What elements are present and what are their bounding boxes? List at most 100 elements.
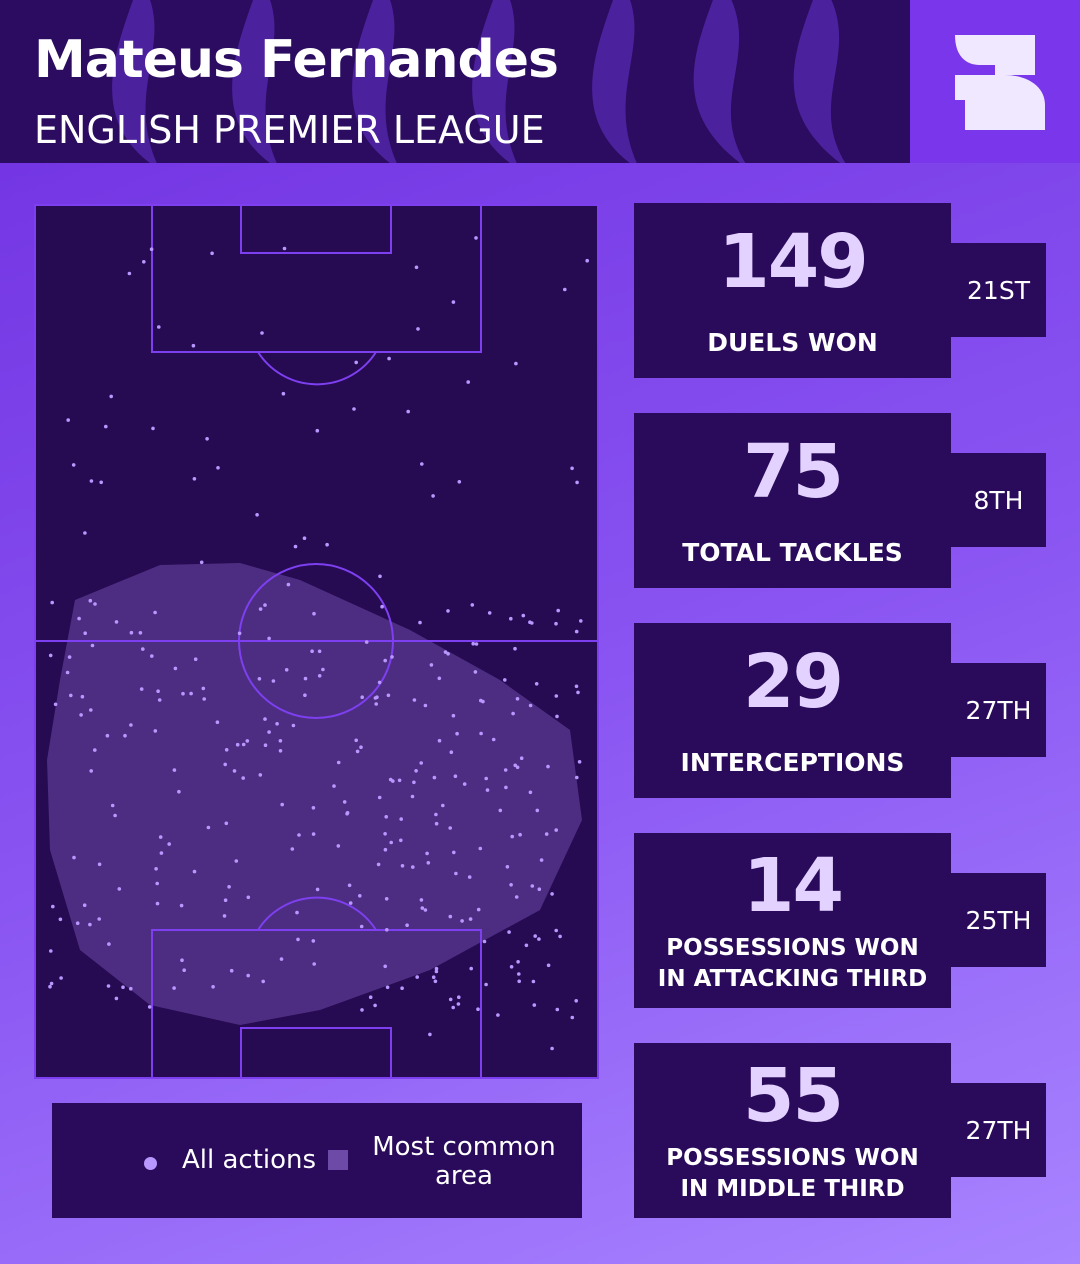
action-dot <box>241 776 245 780</box>
action-dot <box>223 898 228 902</box>
action-dot <box>550 1046 554 1051</box>
action-dot <box>151 426 155 431</box>
stat-label: INTERCEPTIONS <box>680 748 905 777</box>
action-dot <box>117 887 122 891</box>
action-dot <box>575 775 579 780</box>
action-dot <box>387 356 391 361</box>
action-dot <box>517 979 521 984</box>
action-dot <box>386 693 391 698</box>
action-dot <box>153 610 157 615</box>
action-dot <box>83 631 87 635</box>
action-dot <box>441 803 445 808</box>
stat-label: DUELS WON <box>707 328 878 357</box>
action-dot <box>358 894 362 898</box>
action-dot <box>192 477 197 481</box>
action-dot <box>297 833 301 837</box>
action-dot <box>433 979 438 984</box>
action-dot <box>332 784 336 788</box>
action-dot <box>155 881 159 886</box>
action-dot <box>385 928 389 932</box>
action-dot <box>127 271 132 276</box>
action-dot <box>167 842 171 846</box>
action-dot <box>471 641 476 646</box>
action-dot <box>232 769 237 773</box>
action-dot <box>88 922 92 927</box>
action-dot <box>383 964 388 969</box>
action-dot <box>155 901 160 906</box>
action-dot <box>97 862 102 867</box>
action-dot <box>129 630 134 635</box>
action-dot <box>205 437 209 441</box>
action-dot <box>428 1032 432 1037</box>
action-dot <box>437 738 442 743</box>
stat-rank: 21ST <box>951 243 1046 337</box>
action-dot <box>348 901 353 905</box>
action-dot <box>216 466 220 470</box>
action-dot <box>48 984 52 989</box>
action-dot <box>509 883 513 887</box>
action-dot <box>431 975 436 979</box>
action-dot <box>425 851 429 856</box>
action-dot <box>397 778 402 783</box>
action-dot <box>451 713 456 718</box>
action-dots <box>48 236 589 1051</box>
action-dot <box>153 729 158 733</box>
action-dot <box>555 714 559 719</box>
action-dot <box>157 698 162 702</box>
action-dot <box>336 760 341 765</box>
logo-mark <box>955 35 1045 130</box>
action-dot <box>263 603 267 607</box>
action-dot <box>69 693 73 698</box>
action-dot <box>521 613 526 618</box>
action-dot <box>405 923 409 927</box>
action-dot <box>554 928 558 933</box>
stat-card: 55 POSSESSIONS WON IN MIDDLE THIRD <box>634 1043 951 1218</box>
action-dot <box>192 869 197 874</box>
action-dot <box>368 995 373 999</box>
action-dot <box>279 957 284 961</box>
header: Mateus Fernandes ENGLISH PREMIER LEAGUE <box>0 0 910 163</box>
action-dot <box>286 582 291 587</box>
action-dot <box>530 884 535 888</box>
action-dot <box>429 663 434 667</box>
action-dot <box>336 844 341 848</box>
action-dot <box>347 883 352 888</box>
action-dot <box>215 720 220 724</box>
action-dot <box>202 697 206 701</box>
action-dot <box>451 1005 456 1010</box>
action-dot <box>65 670 70 675</box>
action-dot <box>544 832 549 836</box>
action-dot <box>142 260 146 264</box>
action-dot <box>317 649 322 654</box>
action-dot <box>260 331 264 335</box>
action-dot <box>93 602 97 606</box>
action-dot <box>224 821 229 826</box>
action-dot <box>227 885 231 889</box>
action-dot <box>487 611 492 615</box>
action-dot <box>384 815 389 819</box>
action-dot <box>258 773 263 777</box>
action-dot <box>172 768 177 772</box>
action-dot <box>426 861 431 865</box>
action-dot <box>241 742 246 747</box>
action-dot <box>452 850 456 855</box>
action-dot <box>384 897 389 901</box>
action-dot <box>172 986 176 990</box>
action-dot <box>373 1003 377 1008</box>
action-dot <box>114 996 119 1001</box>
action-dot <box>416 327 420 331</box>
action-dot <box>199 560 204 565</box>
action-dot <box>377 680 382 685</box>
action-dot <box>80 694 85 699</box>
action-dot <box>123 733 127 738</box>
action-dot <box>478 846 483 851</box>
action-dot <box>180 958 184 962</box>
action-dot <box>177 789 181 794</box>
action-dot <box>278 749 283 753</box>
action-dot <box>210 251 214 256</box>
stat-value: 55 <box>743 1053 844 1139</box>
action-dot <box>498 808 503 813</box>
stat-card: 14 POSSESSIONS WON IN ATTACKING THIRD <box>634 833 951 1008</box>
action-dot <box>82 903 87 907</box>
